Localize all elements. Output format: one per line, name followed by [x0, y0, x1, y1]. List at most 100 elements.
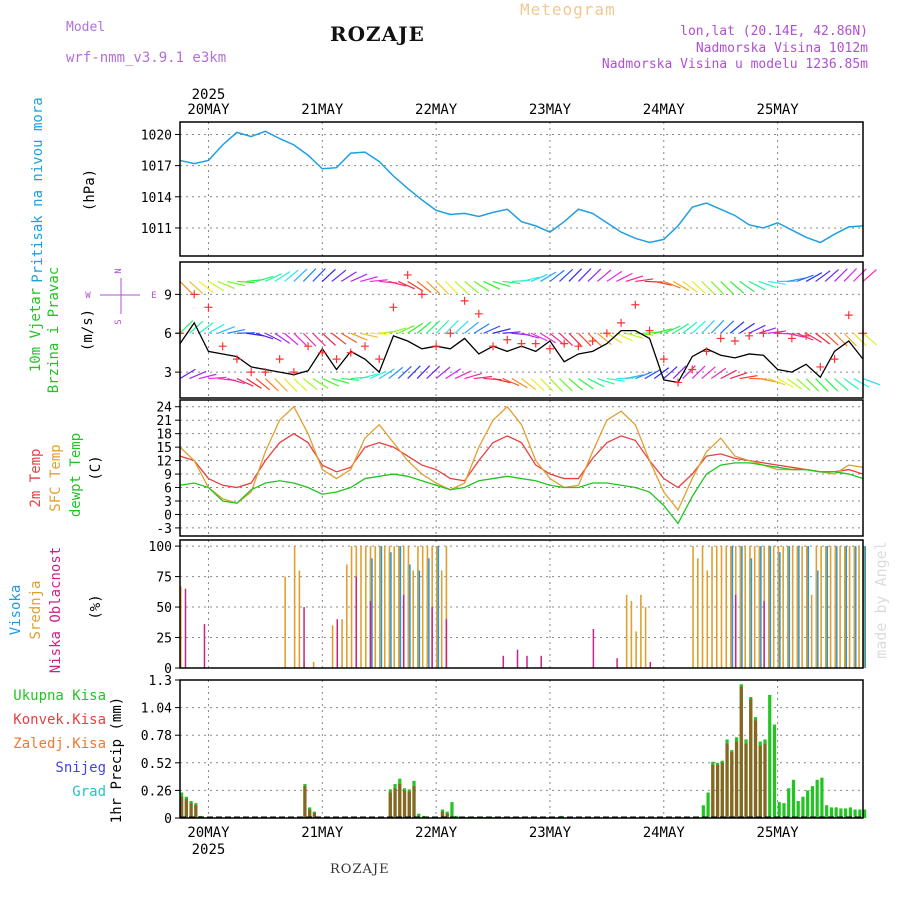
ytick-label-temperature: 3: [164, 495, 172, 510]
cloud-bar-1: [844, 546, 846, 668]
wind-arrow: [464, 372, 483, 380]
cloud-bar-1: [445, 546, 448, 668]
wind-arrow: [530, 332, 548, 342]
wind-arrow: [530, 273, 548, 282]
wind-arrow: [236, 280, 255, 284]
wind-arrow: [597, 378, 615, 385]
precip-bar-1: [715, 764, 720, 818]
wind-arrow: [426, 320, 441, 334]
wind-arrow: [758, 327, 777, 334]
wind-dir-mark: [816, 362, 825, 371]
wind-arrow: [710, 281, 725, 295]
cloud-bar-1: [341, 619, 343, 668]
precip-bar-0: [701, 805, 705, 818]
wind-arrow: [189, 280, 204, 295]
wind-ylabel: (m/s): [80, 309, 96, 351]
wind-arrow: [559, 268, 574, 282]
wind-arrow: [369, 370, 387, 380]
wind-arrow: [549, 332, 565, 345]
wind-arrow: [407, 365, 421, 379]
ytick-label-precip: 0.78: [141, 729, 172, 744]
precip-bar-1: [711, 764, 715, 818]
wind-arrow: [350, 273, 368, 282]
wind-arrow: [454, 370, 472, 380]
wind-arrow: [597, 269, 612, 282]
wind-arrow: [217, 280, 235, 290]
wind-dir-mark: [659, 355, 668, 364]
cloud-bar-1: [782, 546, 784, 668]
wind-arrow: [625, 275, 644, 283]
cloud-bar-1: [777, 546, 780, 668]
cloud-bar-1: [180, 586, 182, 668]
precip-legend-item: Konvek.Kisa: [13, 712, 106, 728]
wind-dir-mark: [645, 326, 654, 335]
cloud-bar-1: [739, 546, 742, 668]
cloud-bar-1: [791, 546, 794, 668]
wind-arrow: [815, 270, 831, 282]
cloud-bar-2: [431, 607, 433, 668]
model-altitude-label: Nadmorska Visina u modelu 1236.85m: [601, 57, 868, 72]
ytick-label-precip: 1.04: [141, 702, 172, 717]
wind-dir-mark: [432, 342, 441, 351]
top-day-label: 25MAY: [757, 102, 800, 118]
precip-bar-1: [398, 784, 402, 818]
wind-dir-mark: [503, 335, 512, 344]
wind-arrow: [179, 368, 196, 380]
wind-arrow: [635, 332, 654, 336]
cloud-bar-1: [696, 558, 699, 668]
top-day-label: 22MAY: [415, 102, 458, 118]
wind-arrow: [274, 378, 288, 392]
cloud-bar-2: [303, 607, 305, 668]
wind-dir-mark: [474, 309, 483, 318]
wind-dir-mark: [446, 329, 455, 338]
cloud-bar-1: [350, 546, 353, 668]
ytick-label-clouds: 0: [164, 662, 172, 677]
wind-arrow: [786, 378, 803, 390]
precip-bar-0: [848, 807, 852, 818]
precip-bar-1: [730, 752, 734, 818]
precip-bar-1: [402, 790, 407, 818]
precip-legend-item: Grad: [72, 784, 106, 800]
wind-arrow: [606, 332, 623, 344]
cloud-bar-1: [725, 546, 728, 668]
wind-arrow: [350, 332, 368, 341]
precip-bar-0: [450, 802, 454, 818]
wind-arrow: [786, 277, 805, 283]
wind-arrow: [549, 269, 565, 282]
precip-bar-0: [834, 807, 838, 818]
altitude-label: Nadmorska Visina 1012m: [695, 41, 868, 56]
ytick-label-temperature: 9: [164, 468, 172, 483]
ytick-label-precip: 1.3: [149, 674, 172, 689]
cloud-ylabel: (%): [88, 594, 104, 619]
wind-arrow: [824, 378, 839, 392]
wind-arrow: [710, 367, 727, 380]
precip-legend-item: Zaledj.Kisa: [13, 736, 106, 752]
wind-arrow: [331, 377, 350, 384]
compass-s: S: [114, 319, 124, 324]
wind-arrow: [416, 321, 432, 334]
precip-bar-0: [768, 694, 772, 818]
wind-arrow: [568, 332, 582, 347]
temp-ylabel: (C): [88, 455, 104, 480]
precip-bar-1: [393, 788, 397, 818]
cloud-bar-2: [734, 594, 737, 668]
top-day-label: 21MAY: [301, 102, 344, 118]
wind-arrow: [672, 323, 689, 334]
wind-arrow: [701, 366, 716, 380]
wind-dir-mark: [759, 329, 768, 338]
wind-arrow: [302, 332, 317, 347]
wind-arrow: [492, 280, 511, 288]
wind-dir-mark: [304, 342, 313, 351]
wind-arrow: [834, 378, 849, 391]
frame-pressure: [179, 121, 864, 257]
ytick-label-temperature: 18: [156, 428, 172, 443]
frame-temperature: [179, 399, 864, 537]
wind-arrow: [577, 332, 592, 347]
precip-bar-1: [194, 805, 198, 818]
cloud-title-2: Srednja: [28, 580, 44, 639]
ytick-label-clouds: 75: [156, 571, 172, 586]
cloud-bar-2: [763, 600, 765, 668]
wind-arrow: [416, 280, 432, 294]
wind-arrow: [843, 332, 858, 347]
wind-dir-mark: [830, 355, 839, 364]
